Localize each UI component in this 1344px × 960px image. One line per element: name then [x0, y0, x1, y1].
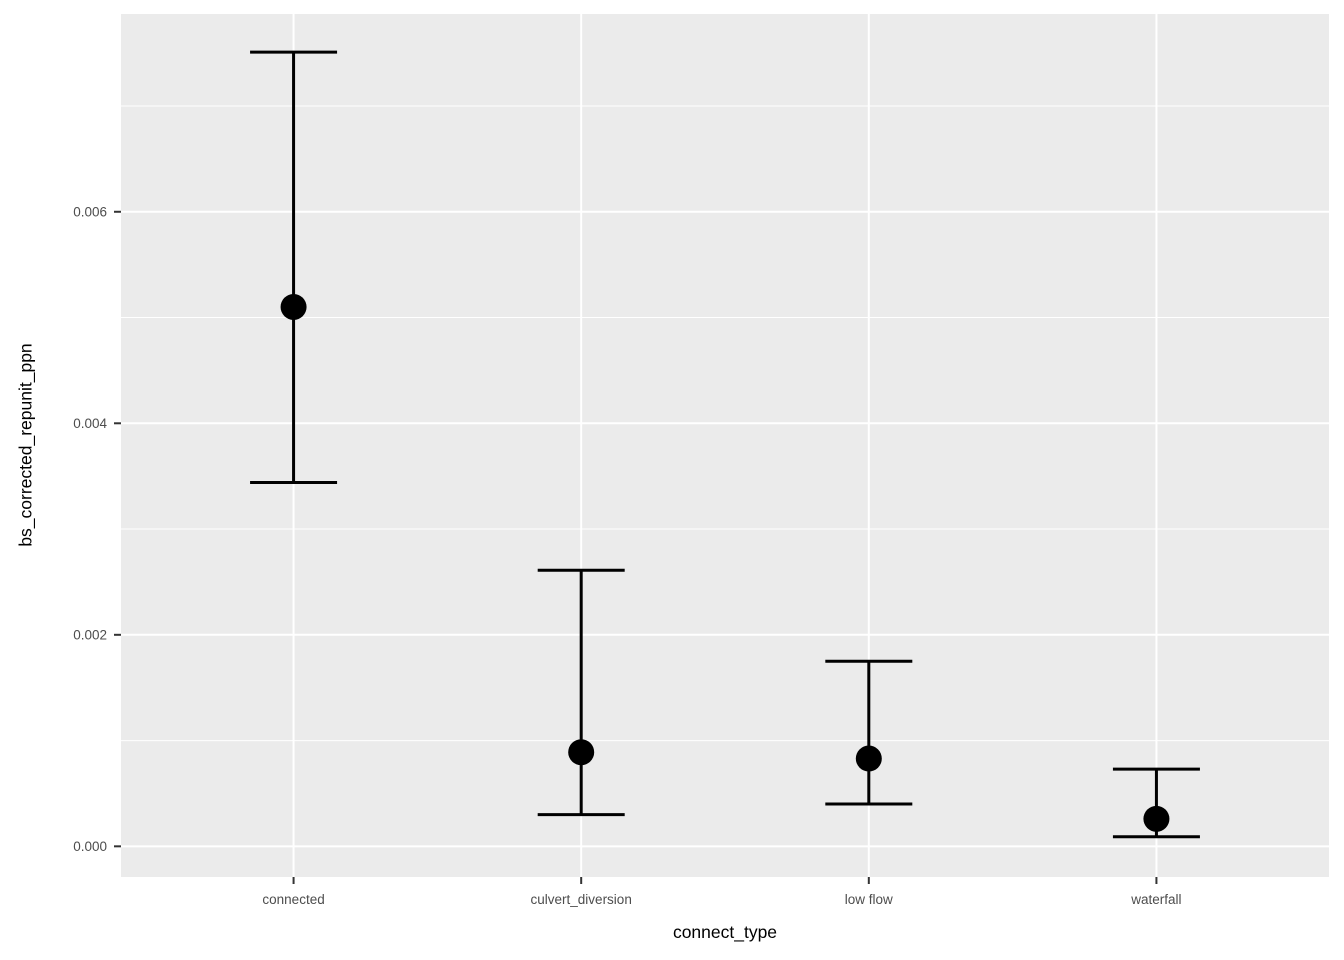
- x-tick-label: connected: [262, 892, 324, 907]
- data-point: [568, 739, 595, 766]
- y-tick-label: 0.002: [73, 628, 107, 643]
- data-point: [855, 745, 882, 772]
- x-axis-title: connect_type: [672, 922, 778, 942]
- y-axis-title: bs_corrected_repunit_ppn: [15, 343, 36, 547]
- x-tick-label: waterfall: [1130, 892, 1181, 907]
- y-tick-label: 0.004: [73, 416, 107, 431]
- plot-panel: [121, 14, 1329, 877]
- y-tick-label: 0.000: [73, 839, 107, 854]
- y-tick-label: 0.006: [73, 204, 107, 219]
- x-tick-label: low flow: [845, 892, 893, 907]
- x-tick-label: culvert_diversion: [531, 892, 632, 907]
- data-point: [280, 293, 307, 320]
- data-point: [1143, 805, 1170, 832]
